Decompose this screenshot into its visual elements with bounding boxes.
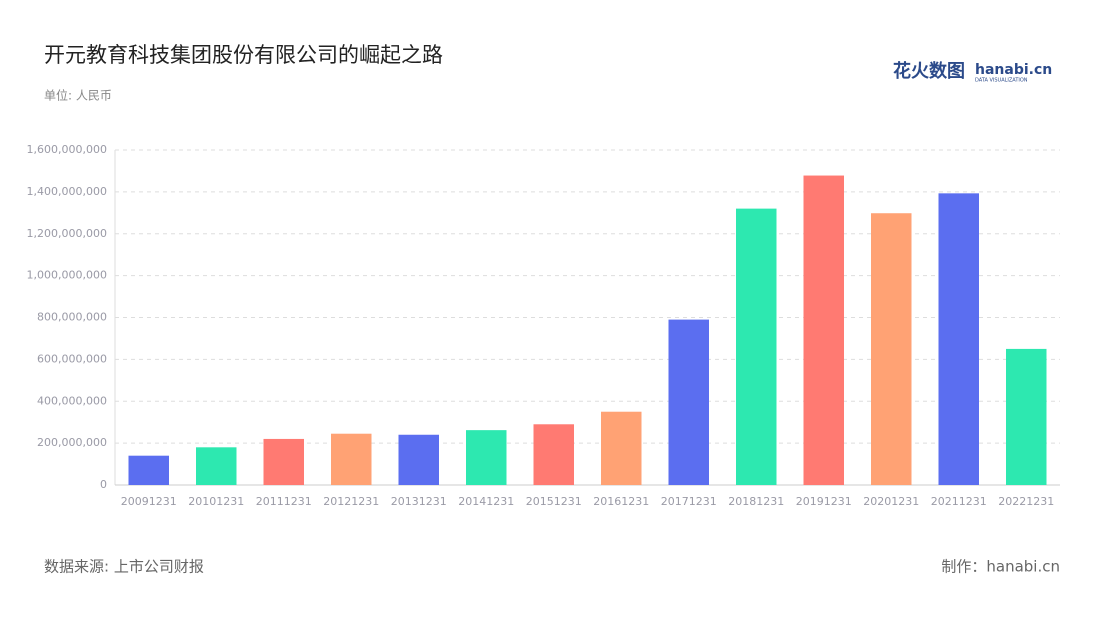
- bar: [128, 455, 169, 485]
- x-tick-label: 20221231: [998, 495, 1054, 508]
- y-tick-label: 200,000,000: [37, 436, 107, 449]
- y-tick-label: 800,000,000: [37, 311, 107, 324]
- chart-title: 开元教育科技集团股份有限公司的崛起之路: [44, 43, 443, 67]
- source: 数据来源: 上市公司财报: [44, 558, 204, 576]
- y-tick-label: 1,600,000,000: [27, 143, 107, 156]
- x-tick-label: 20111231: [256, 495, 312, 508]
- bar: [736, 208, 777, 485]
- x-tick-label: 20201231: [863, 495, 919, 508]
- bar: [263, 438, 304, 485]
- chart-subtitle: 单位: 人民币: [44, 88, 112, 103]
- logo-text: 花火数图: [893, 60, 965, 82]
- bar: [601, 411, 642, 485]
- x-tick-label: 20181231: [728, 495, 784, 508]
- bar: [938, 193, 979, 485]
- x-tick-label: 20101231: [188, 495, 244, 508]
- x-tick-label: 20141231: [458, 495, 514, 508]
- bar: [533, 424, 574, 485]
- x-tick-label: 20091231: [121, 495, 177, 508]
- x-tick-label: 20171231: [661, 495, 717, 508]
- bar: [398, 434, 439, 485]
- x-tick-label: 20211231: [931, 495, 987, 508]
- x-tick-label: 20121231: [323, 495, 379, 508]
- y-tick-label: 0: [100, 478, 107, 491]
- bar: [331, 433, 372, 485]
- y-tick-label: 1,000,000,000: [27, 269, 107, 282]
- credit: 制作：hanabi.cn: [941, 558, 1060, 576]
- y-tick-label: 600,000,000: [37, 352, 107, 365]
- logo-tagline: DATA VISUALIZATION: [975, 78, 1028, 84]
- bar: [466, 430, 507, 485]
- bar: [668, 319, 709, 485]
- x-tick-label: 20161231: [593, 495, 649, 508]
- bar: [196, 447, 237, 485]
- y-tick-label: 1,200,000,000: [27, 227, 107, 240]
- x-tick-label: 20191231: [796, 495, 852, 508]
- bar: [871, 213, 912, 485]
- bar: [803, 175, 844, 485]
- x-tick-label: 20131231: [391, 495, 447, 508]
- x-tick-label: 20151231: [526, 495, 582, 508]
- logo-brand: hanabi.cn: [975, 62, 1052, 78]
- y-tick-label: 400,000,000: [37, 394, 107, 407]
- bar: [1006, 348, 1047, 485]
- y-tick-label: 1,400,000,000: [27, 185, 107, 198]
